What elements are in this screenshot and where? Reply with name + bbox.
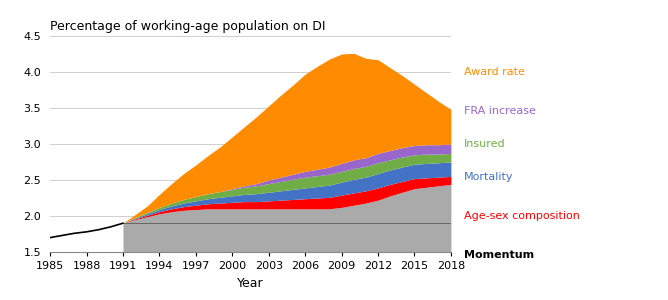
Text: Award rate: Award rate (464, 67, 525, 77)
Text: Insured: Insured (464, 139, 506, 149)
Text: Age-sex composition: Age-sex composition (464, 211, 580, 221)
Text: Percentage of working-age population on DI: Percentage of working-age population on … (50, 20, 325, 33)
Text: FRA increase: FRA increase (464, 106, 536, 116)
Text: Mortality: Mortality (464, 172, 514, 182)
X-axis label: Year: Year (237, 277, 264, 290)
Text: Momentum: Momentum (464, 250, 534, 260)
